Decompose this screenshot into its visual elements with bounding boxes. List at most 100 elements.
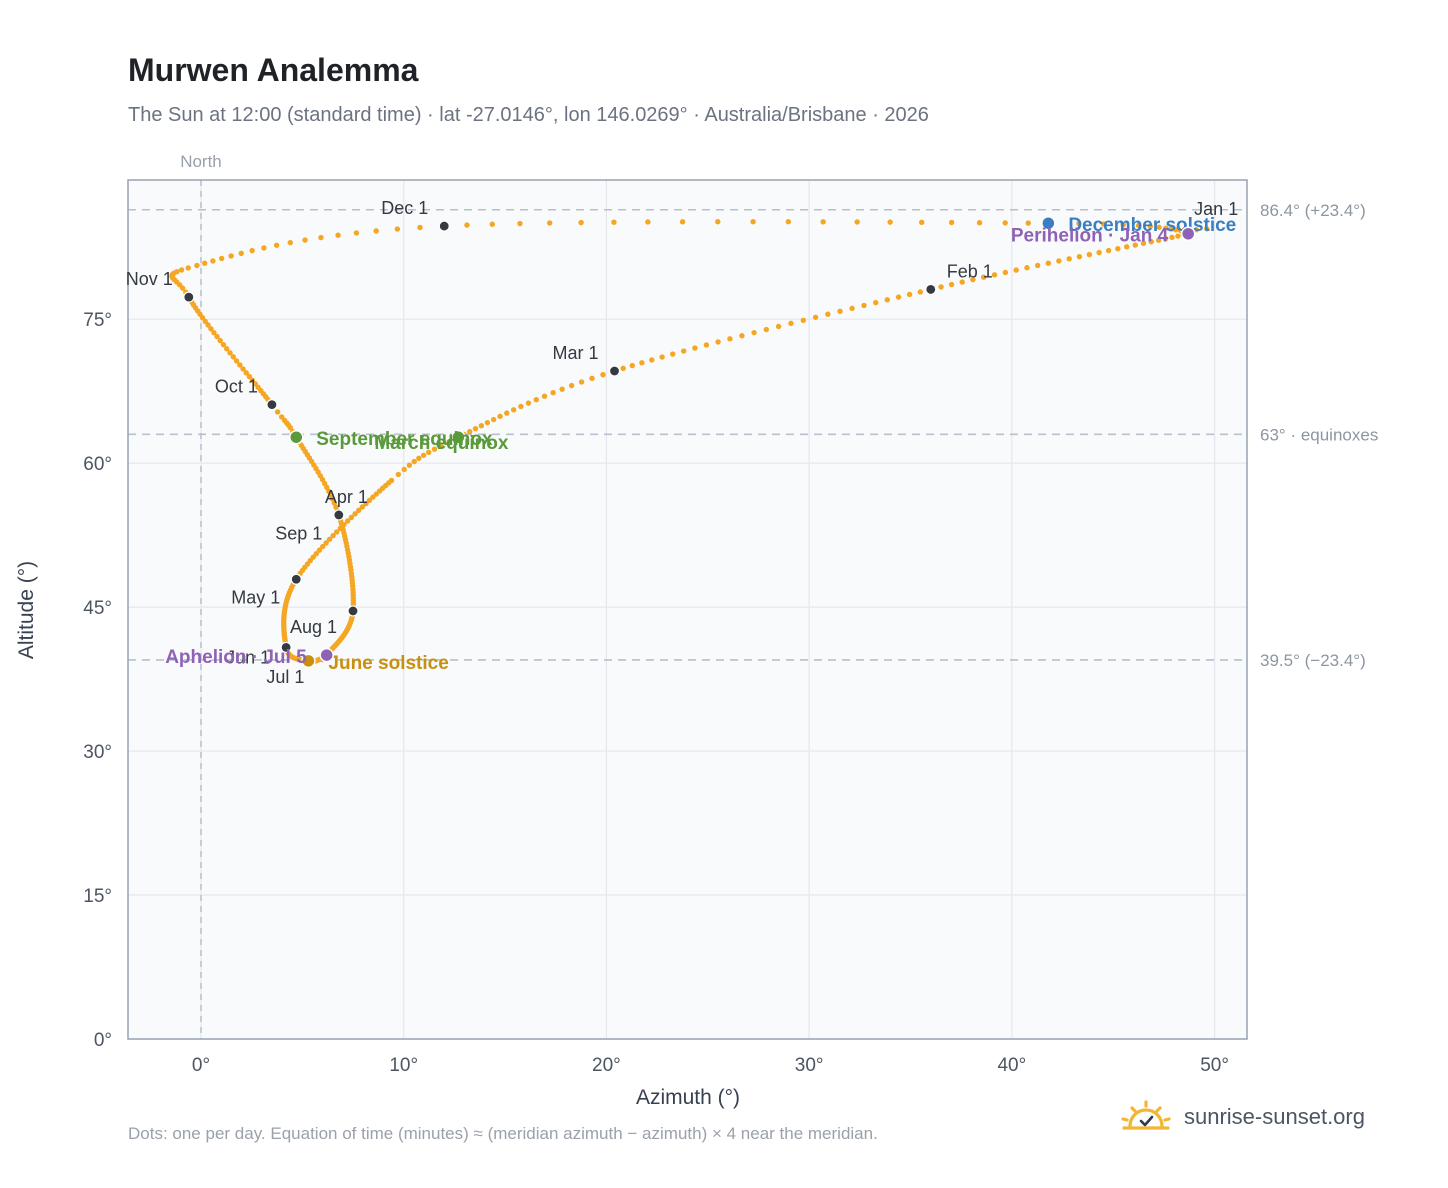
daily-dot — [208, 326, 214, 332]
daily-dot — [1162, 236, 1169, 242]
daily-dot — [884, 297, 890, 303]
daily-dot — [1115, 245, 1121, 252]
daily-dot — [220, 341, 227, 348]
daily-dot — [887, 219, 893, 225]
daily-dot — [825, 311, 831, 317]
daily-dot — [205, 322, 211, 328]
daily-dot — [976, 220, 983, 226]
daily-dot — [812, 314, 819, 320]
daily-dot — [1168, 226, 1174, 232]
reference-line-label: 86.4° (+23.4°) — [1260, 201, 1366, 220]
plot-frame — [127, 179, 1248, 1040]
daily-dot — [959, 279, 965, 285]
brand-logo[interactable]: sunrise-sunset.org — [1120, 1100, 1365, 1134]
daily-dot — [589, 375, 595, 382]
month-marker-label: Nov 1 — [126, 269, 173, 289]
daily-dot — [919, 219, 925, 226]
daily-dot — [739, 333, 745, 339]
month-marker-label: Jan 1 — [1194, 199, 1238, 219]
daily-dot — [484, 419, 491, 426]
daily-dot — [467, 428, 473, 435]
daily-dot — [246, 373, 253, 380]
x-tick-label: 10° — [389, 1055, 418, 1076]
daily-dot — [201, 260, 208, 266]
daily-dot — [279, 414, 285, 420]
daily-dot — [670, 351, 676, 357]
daily-dot — [800, 317, 806, 324]
event-marker-label: June solstice — [328, 653, 448, 674]
daily-dot — [679, 219, 686, 225]
sun-icon — [1121, 1100, 1171, 1130]
month-marker-dot — [438, 220, 450, 232]
chart-subtitle: The Sun at 12:00 (standard time) · lat -… — [128, 104, 929, 126]
daily-dot — [692, 345, 698, 351]
daily-dot — [214, 333, 220, 340]
daily-dot — [497, 413, 503, 420]
y-tick-label: 45° — [83, 598, 112, 619]
x-axis-label: Azimuth (°) — [636, 1086, 740, 1109]
daily-dot — [218, 255, 225, 262]
daily-dot — [174, 269, 180, 275]
daily-dot — [348, 514, 355, 521]
daily-dot — [431, 446, 438, 452]
daily-dot — [406, 462, 413, 468]
daily-dot — [252, 381, 259, 387]
daily-dot — [1193, 226, 1200, 233]
daily-dot — [611, 219, 617, 225]
month-marker-label: Jul 1 — [266, 667, 304, 687]
daily-dot — [330, 532, 336, 539]
daily-dot — [1056, 258, 1062, 264]
reference-line-label: 63° · equinoxes — [1260, 425, 1378, 444]
daily-dot — [249, 377, 256, 383]
month-marker-label: May 1 — [231, 587, 280, 607]
month-marker-label: Aug 1 — [290, 617, 337, 637]
daily-dot — [261, 245, 267, 251]
event-marker-dot — [1180, 226, 1196, 241]
daily-dot — [715, 339, 721, 345]
daily-dot — [359, 504, 366, 510]
daily-dot — [1105, 247, 1112, 254]
daily-dot — [1203, 226, 1210, 232]
daily-dot — [394, 226, 401, 232]
brand-name[interactable]: sunrise-sunset.org — [1184, 1104, 1365, 1129]
daily-dot — [194, 262, 200, 269]
event-marker-label: March equinox — [374, 433, 509, 454]
daily-dot — [1175, 233, 1181, 239]
month-marker-label: Feb 1 — [947, 261, 993, 281]
daily-dot — [185, 265, 191, 271]
daily-dot — [1096, 249, 1102, 256]
daily-dot — [356, 507, 362, 514]
daily-dot — [1076, 220, 1082, 227]
daily-dot — [645, 219, 651, 225]
month-marker-dot — [266, 398, 278, 411]
daily-dot — [980, 274, 987, 280]
daily-dot — [426, 449, 432, 455]
daily-dot — [373, 228, 379, 234]
x-tick-label: 20° — [592, 1055, 621, 1076]
daily-dot — [335, 232, 341, 238]
daily-dot — [550, 390, 556, 396]
month-marker-dot — [280, 641, 292, 654]
daily-dot — [1132, 242, 1138, 248]
event-marker-dot — [289, 429, 304, 445]
daily-dot — [438, 443, 444, 449]
footnote: Dots: one per day. Equation of time (min… — [128, 1124, 878, 1143]
month-marker-label: Sep 1 — [275, 523, 322, 543]
daily-dot — [750, 218, 756, 225]
event-marker-dot — [319, 647, 334, 663]
chart-title: Murwen Analemma — [128, 52, 419, 88]
daily-dot — [1169, 234, 1175, 241]
daily-dot — [273, 242, 280, 248]
daily-dot — [541, 393, 548, 399]
daily-dot — [820, 219, 826, 225]
month-marker-dot — [290, 573, 302, 585]
x-tick-label: 0° — [192, 1055, 210, 1076]
daily-dot — [1076, 253, 1083, 260]
daily-dot — [1024, 265, 1030, 271]
daily-dot — [318, 234, 324, 241]
daily-dot — [788, 320, 794, 327]
daily-dot — [970, 276, 976, 283]
daily-dot — [326, 536, 333, 542]
daily-dot — [1173, 227, 1179, 233]
